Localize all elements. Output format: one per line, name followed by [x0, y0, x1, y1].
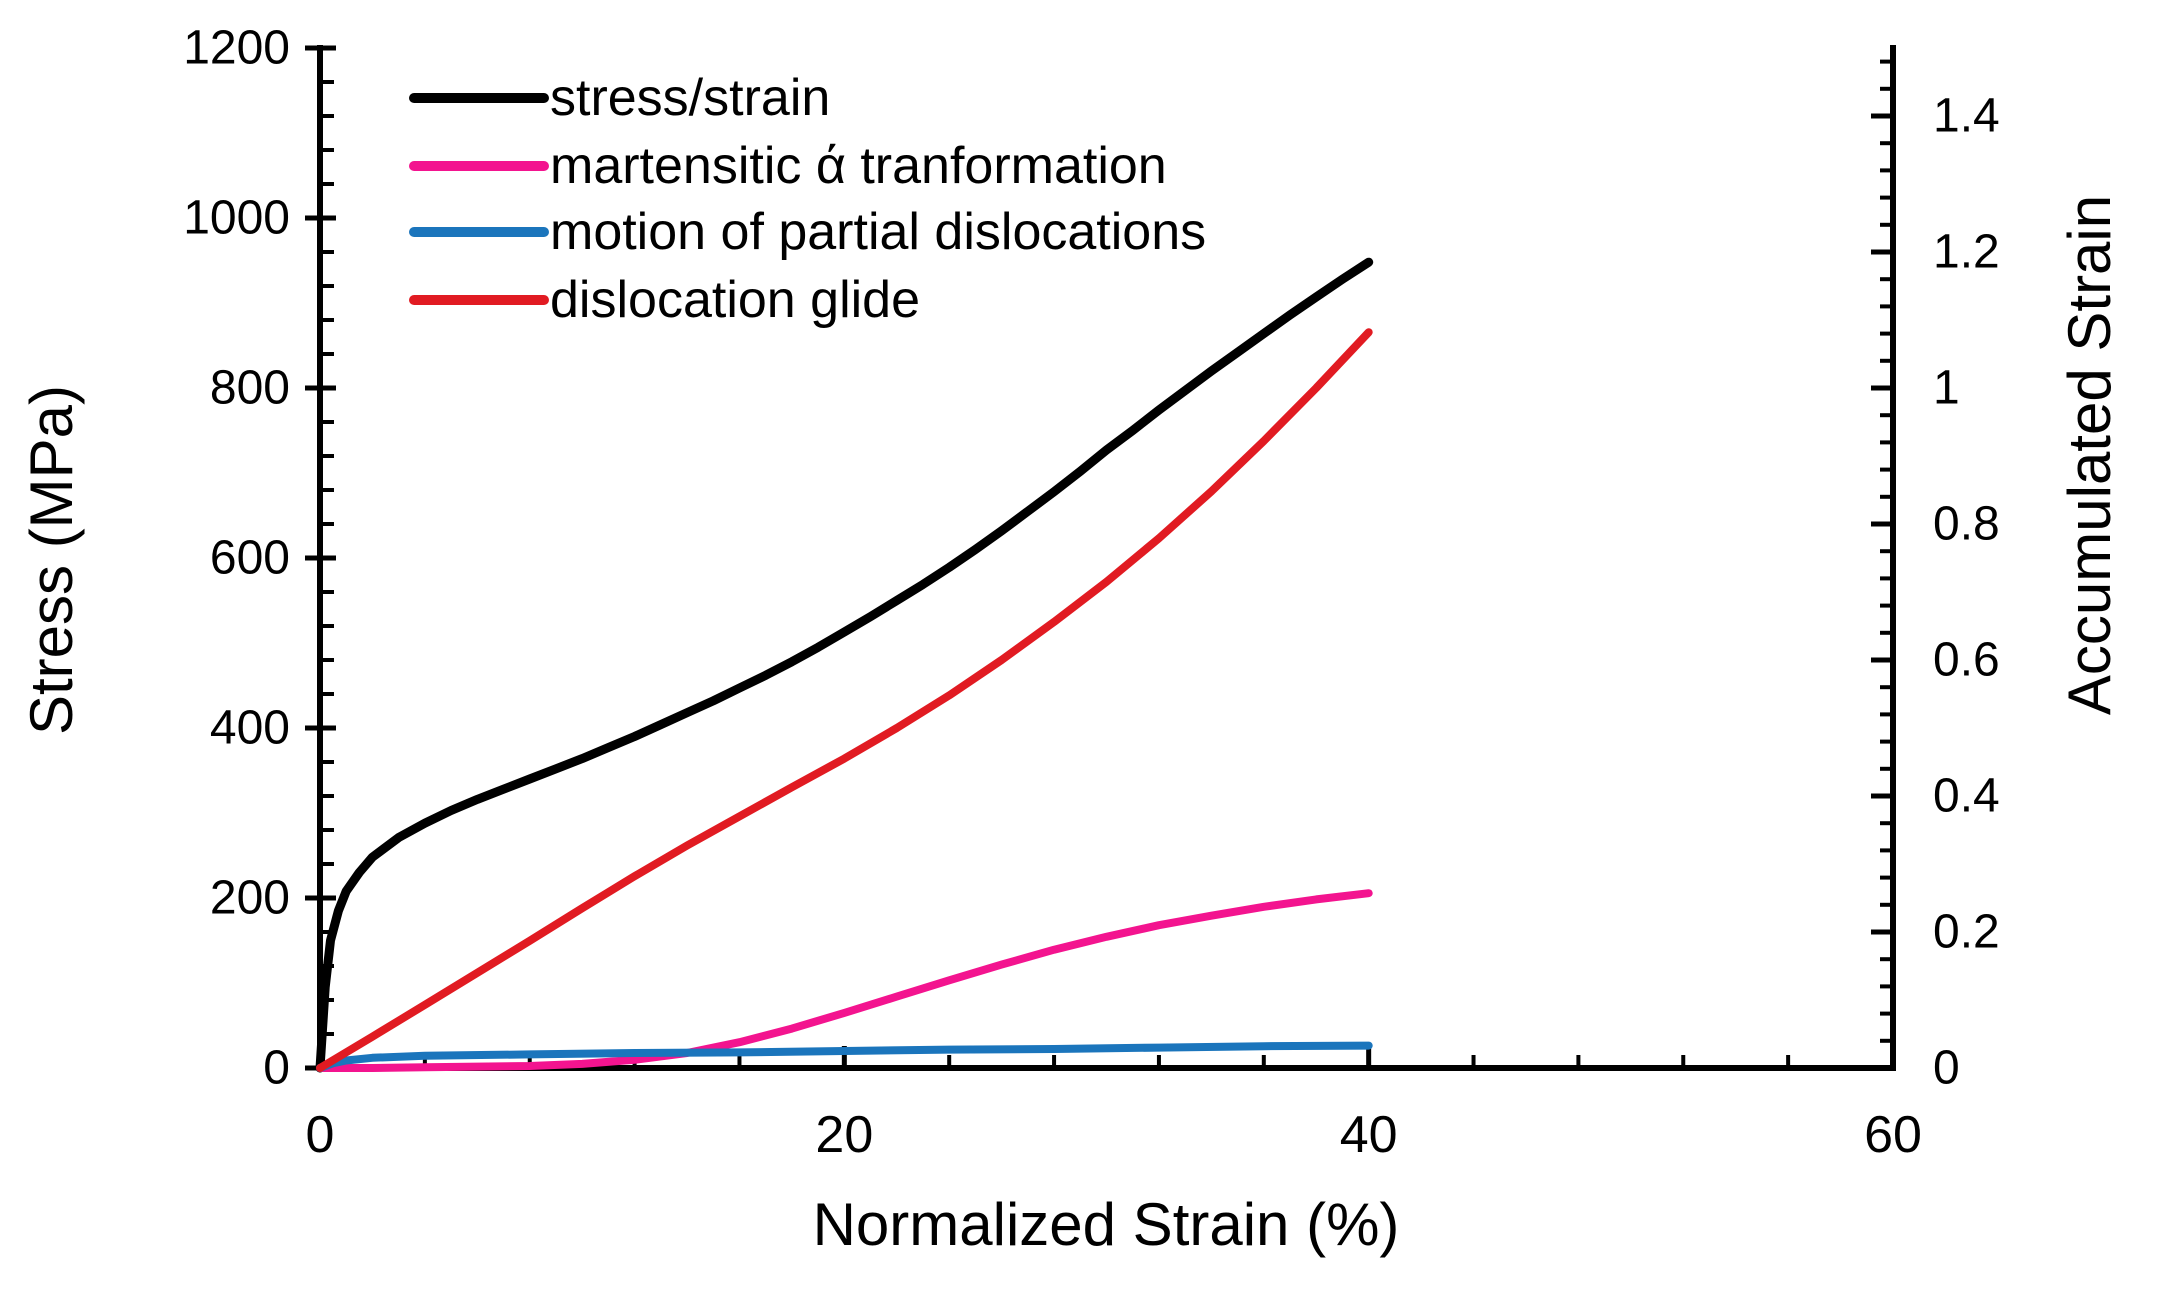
y-right-tick-label: 1.4 [1933, 90, 2000, 143]
y-left-tick-label: 200 [210, 872, 290, 925]
x-tick-label: 60 [1864, 1106, 1922, 1164]
legend-item-dislocation-glide: dislocation glide [409, 271, 920, 329]
y-right-tick-label: 0.8 [1933, 498, 2000, 551]
legend-label-partial-dislocations: motion of partial dislocations [550, 203, 1206, 261]
y-left-axis-title: Stress (MPa) [18, 385, 85, 735]
legend-label-stress-strain: stress/strain [550, 69, 830, 127]
y-left-tick-label: 800 [210, 362, 290, 415]
legend: stress/strain martensitic ά tranformatio… [409, 69, 1206, 329]
curve-stress-strain [315, 257, 1374, 1073]
y-right-tick-label: 0.2 [1933, 906, 2000, 959]
legend-item-stress-strain: stress/strain [409, 69, 830, 127]
y-left-tick-label: 400 [210, 702, 290, 755]
legend-item-martensitic-transformation: martensitic ά tranformation [409, 137, 1167, 195]
curve-dislocation-glide [316, 328, 1373, 1072]
curve-martensitic-tranformation [316, 889, 1373, 1072]
data-curves [315, 257, 1374, 1073]
y-left-tick-label: 0 [263, 1042, 290, 1095]
x-axis-title: Normalized Strain (%) [813, 1191, 1400, 1258]
y-right-tick-label: 0.4 [1933, 770, 2000, 823]
legend-label-martensitic-transformation: martensitic ά tranformation [550, 137, 1167, 195]
y-right-tick-label: 0.6 [1933, 634, 2000, 687]
tick-labels: 02004006008001000120000.20.40.60.811.21.… [183, 22, 2000, 1165]
y-right-tick-label: 0 [1933, 1042, 1960, 1095]
y-right-tick-label: 1 [1933, 362, 1960, 415]
x-tick-label: 40 [1340, 1106, 1398, 1164]
y-left-tick-label: 600 [210, 532, 290, 585]
curve-motion-of-partial-dislocations [316, 1041, 1373, 1072]
x-tick-label: 20 [815, 1106, 873, 1164]
axis-ticks [305, 45, 1896, 1071]
y-left-tick-label: 1000 [183, 192, 290, 245]
y-left-tick-label: 1200 [183, 22, 290, 75]
axis-lines [317, 45, 1896, 1071]
x-tick-label: 0 [306, 1106, 335, 1164]
legend-item-partial-dislocations: motion of partial dislocations [409, 203, 1206, 261]
y-right-tick-label: 1.2 [1933, 226, 2000, 279]
y-right-axis-title: Accumulated Strain [2056, 195, 2123, 715]
legend-label-dislocation-glide: dislocation glide [550, 271, 920, 329]
